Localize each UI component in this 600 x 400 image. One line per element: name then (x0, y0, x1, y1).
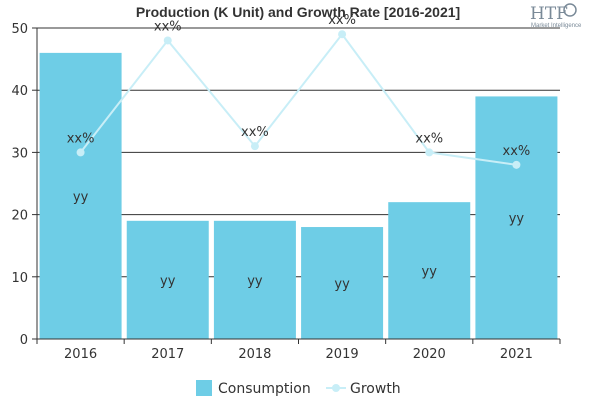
bar-label-2019: yy (334, 277, 350, 292)
logo-tagline: Market Intelligence (531, 23, 582, 29)
growth-label-2019: xx% (328, 13, 356, 28)
legend-growth-label: Growth (350, 381, 401, 397)
growth-point-2019 (338, 30, 347, 39)
bar-2018 (213, 220, 296, 339)
y-tick-label: 30 (11, 146, 28, 161)
y-tick-label: 40 (11, 84, 28, 99)
growth-label-2020: xx% (415, 131, 443, 146)
y-tick-label: 0 (20, 333, 28, 348)
bar-2016 (39, 52, 122, 339)
bar-label-2021: yy (509, 212, 525, 227)
legend-consumption-swatch (196, 380, 212, 396)
growth-label-2021: xx% (503, 144, 531, 159)
y-tick-label: 20 (11, 209, 28, 224)
growth-point-2018 (250, 142, 259, 151)
x-tick-label: 2018 (238, 347, 271, 362)
data-labels: yy yy yy yy yy yy xx% xx% xx% xx% xx% xx% (67, 13, 531, 292)
logo-globe-icon (563, 3, 577, 17)
growth-point-2020 (425, 148, 434, 157)
bar-2021 (475, 96, 558, 339)
y-tick-label: 50 (11, 22, 28, 37)
htf-logo: HTF Market Intelligence (530, 3, 582, 29)
growth-label-2017: xx% (154, 19, 182, 34)
x-tick-label: 2017 (151, 347, 184, 362)
legend-consumption-label: Consumption (218, 381, 311, 397)
axes: 0 10 20 30 40 50 2016 2017 2018 2019 2020 2021 (11, 22, 561, 362)
growth-series-line (79, 32, 517, 166)
growth-line (76, 30, 521, 169)
bars (39, 52, 558, 339)
growth-point-2021 (512, 160, 521, 169)
growth-label-2016: xx% (67, 131, 95, 146)
chart-title: Production (K Unit) and Growth Rate [201… (136, 4, 460, 20)
x-tick-label: 2019 (326, 347, 359, 362)
bar-label-2018: yy (247, 274, 263, 289)
bar-label-2016: yy (73, 190, 89, 205)
growth-point-2016 (76, 148, 85, 157)
x-tick-label: 2016 (64, 347, 97, 362)
growth-label-2018: xx% (241, 125, 269, 140)
bar-2020 (388, 202, 471, 339)
bar-label-2020: yy (422, 265, 438, 280)
y-tick-label: 10 (11, 271, 28, 286)
logo-mark: HTF (530, 4, 568, 24)
bar-label-2017: yy (160, 274, 176, 289)
growth-point-2017 (163, 36, 172, 45)
x-tick-label: 2021 (500, 347, 533, 362)
legend: Consumption Growth (196, 380, 401, 397)
bar-2019 (301, 227, 384, 339)
x-tick-label: 2020 (413, 347, 446, 362)
legend-growth-marker (332, 384, 340, 392)
bar-2017 (126, 220, 209, 339)
